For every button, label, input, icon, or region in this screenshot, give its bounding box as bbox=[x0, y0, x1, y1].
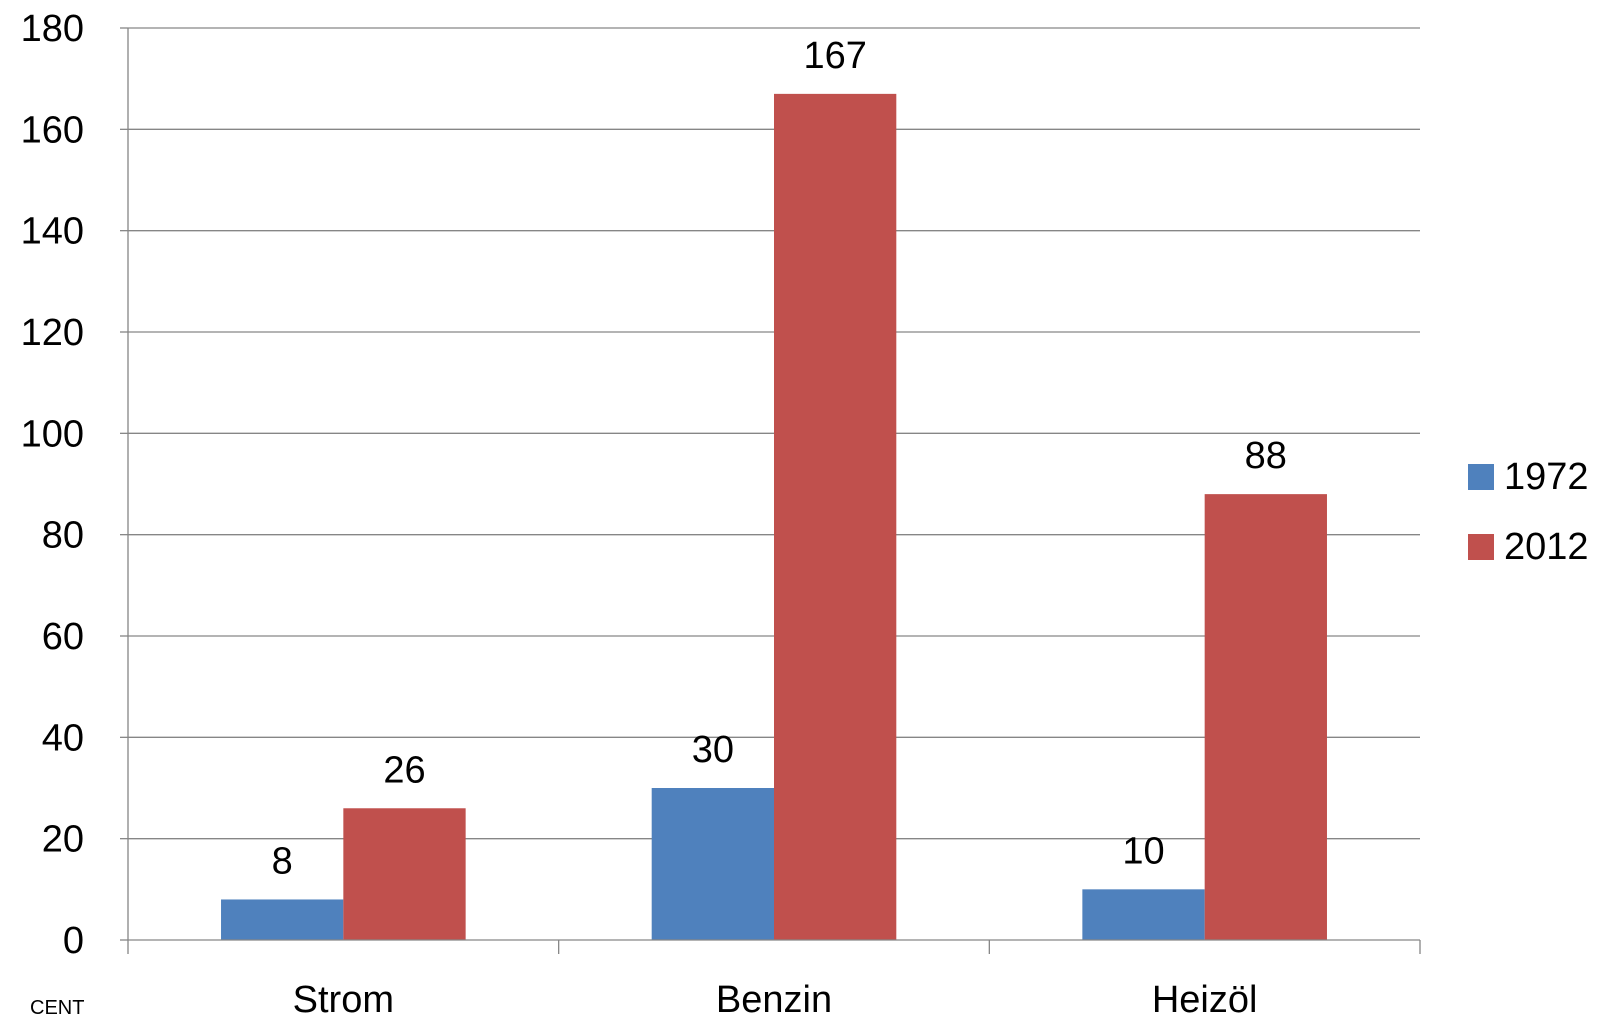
axes bbox=[120, 27, 1421, 954]
bar-2012-benzin bbox=[774, 93, 897, 940]
y-tick-label: 20 bbox=[42, 819, 84, 861]
y-tick-label: 60 bbox=[42, 616, 84, 658]
y-tick-label: 160 bbox=[21, 109, 84, 151]
legend-label: 1972 bbox=[1504, 456, 1589, 498]
y-tick-label: 40 bbox=[42, 717, 84, 759]
x-tick-label: Strom bbox=[293, 979, 394, 1021]
bars bbox=[221, 93, 1327, 940]
x-tick-label: Heizöl bbox=[1152, 979, 1258, 1021]
legend-swatch bbox=[1468, 534, 1494, 560]
corner-note: CENT bbox=[30, 997, 84, 1019]
legend-label: 2012 bbox=[1504, 526, 1589, 568]
y-tick-label: 140 bbox=[21, 211, 84, 253]
data-label: 8 bbox=[272, 840, 293, 882]
bar-1972-heizöl bbox=[1082, 889, 1205, 940]
y-tick-label: 120 bbox=[21, 312, 84, 354]
y-tick-label: 100 bbox=[21, 413, 84, 455]
data-label: 30 bbox=[692, 729, 734, 771]
data-label: 26 bbox=[383, 749, 425, 791]
bar-2012-strom bbox=[343, 808, 466, 940]
x-tick-label: Benzin bbox=[716, 979, 832, 1021]
data-label: 88 bbox=[1245, 435, 1287, 477]
data-label: 10 bbox=[1122, 830, 1164, 872]
legend: 1972 2012 bbox=[1468, 456, 1589, 568]
bar-1972-strom bbox=[221, 899, 344, 940]
y-tick-label: 0 bbox=[63, 920, 84, 962]
labels: 0 20 40 60 80 100 120 140 160 180 Strom 8 26 Benzin 30… bbox=[21, 8, 1287, 1021]
y-tick-label: 180 bbox=[21, 8, 84, 50]
data-label: 167 bbox=[803, 35, 866, 77]
bar-2012-heizöl bbox=[1204, 494, 1327, 940]
y-tick-label: 80 bbox=[42, 515, 84, 557]
bar-1972-benzin bbox=[651, 788, 774, 940]
legend-swatch bbox=[1468, 464, 1494, 490]
